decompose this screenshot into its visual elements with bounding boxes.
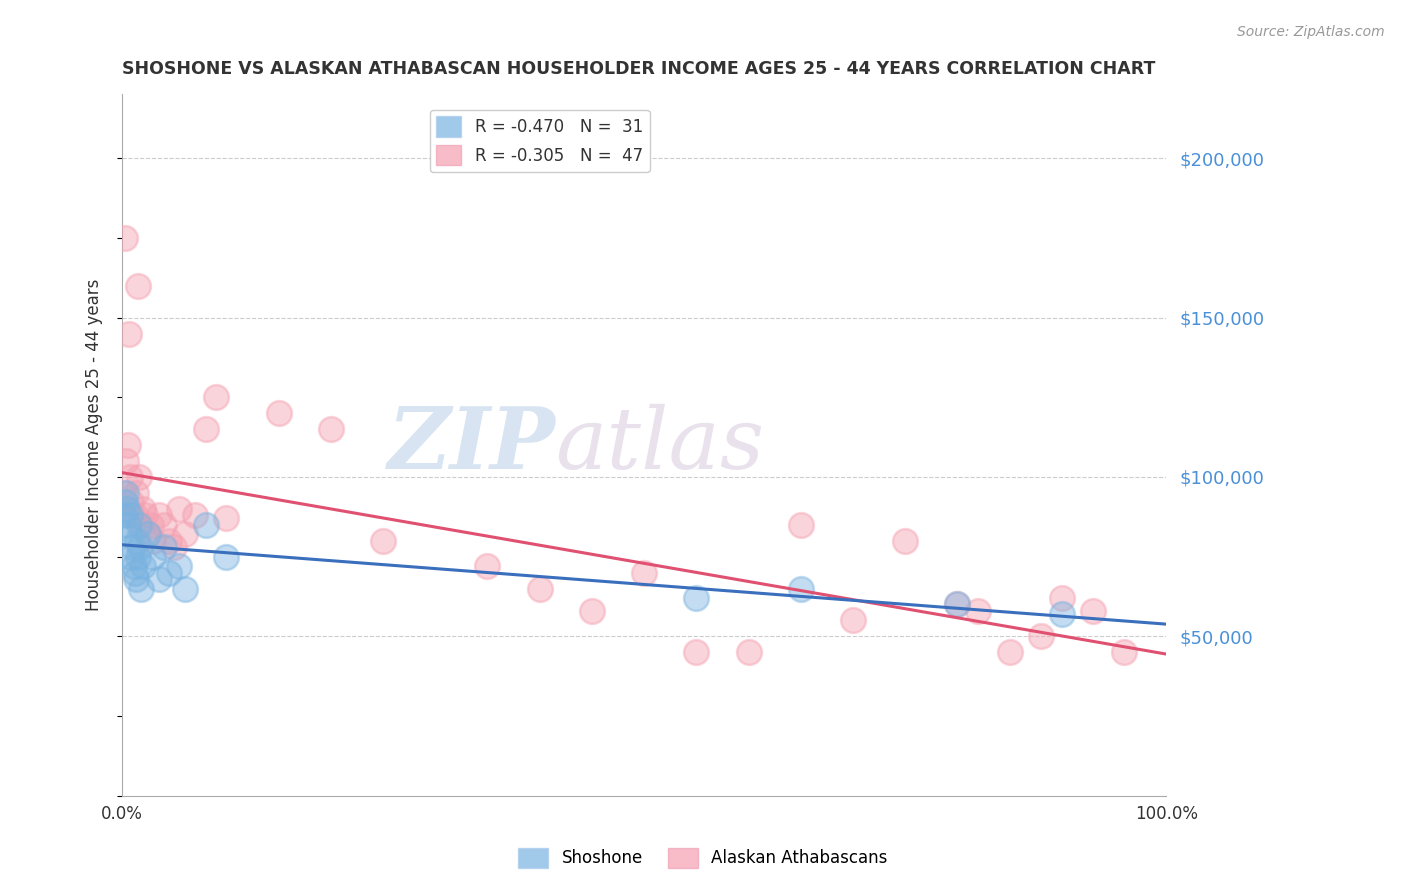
Point bbox=[1029, 629, 1052, 643]
Point bbox=[118, 326, 141, 341]
Point bbox=[136, 527, 159, 541]
Point bbox=[132, 559, 155, 574]
Point bbox=[946, 598, 969, 612]
Point bbox=[129, 582, 152, 596]
Point bbox=[112, 486, 135, 500]
Point bbox=[132, 501, 155, 516]
Point bbox=[128, 470, 150, 484]
Point bbox=[142, 549, 165, 564]
Point bbox=[125, 533, 148, 548]
Point bbox=[205, 390, 228, 404]
Point bbox=[122, 559, 145, 574]
Point bbox=[194, 422, 217, 436]
Point bbox=[117, 438, 139, 452]
Point bbox=[121, 508, 143, 523]
Point bbox=[163, 540, 186, 554]
Point bbox=[319, 422, 342, 436]
Point bbox=[129, 517, 152, 532]
Point bbox=[173, 527, 195, 541]
Legend: Shoshone, Alaskan Athabascans: Shoshone, Alaskan Athabascans bbox=[512, 841, 894, 875]
Text: Source: ZipAtlas.com: Source: ZipAtlas.com bbox=[1237, 25, 1385, 39]
Y-axis label: Householder Income Ages 25 - 44 years: Householder Income Ages 25 - 44 years bbox=[86, 279, 103, 611]
Point bbox=[118, 527, 141, 541]
Point bbox=[153, 517, 176, 532]
Text: SHOSHONE VS ALASKAN ATHABASCAN HOUSEHOLDER INCOME AGES 25 - 44 YEARS CORRELATION: SHOSHONE VS ALASKAN ATHABASCAN HOUSEHOLD… bbox=[122, 60, 1156, 78]
Point bbox=[153, 540, 176, 554]
Point bbox=[115, 486, 138, 500]
Point bbox=[737, 645, 759, 659]
Point bbox=[124, 572, 146, 586]
Point bbox=[169, 559, 191, 574]
Point bbox=[477, 559, 499, 574]
Point bbox=[114, 495, 136, 509]
Point bbox=[120, 508, 142, 523]
Point bbox=[215, 511, 238, 525]
Point bbox=[685, 591, 707, 606]
Point bbox=[148, 572, 170, 586]
Point bbox=[128, 540, 150, 554]
Point bbox=[371, 533, 394, 548]
Point bbox=[1050, 607, 1073, 621]
Point bbox=[685, 645, 707, 659]
Point bbox=[121, 540, 143, 554]
Point bbox=[128, 517, 150, 532]
Point bbox=[115, 454, 138, 468]
Point bbox=[789, 517, 811, 532]
Point bbox=[157, 533, 180, 548]
Point bbox=[998, 645, 1021, 659]
Point bbox=[169, 501, 191, 516]
Point bbox=[173, 582, 195, 596]
Point bbox=[127, 549, 149, 564]
Point bbox=[134, 508, 156, 523]
Point bbox=[894, 533, 917, 548]
Legend: R = -0.470   N =  31, R = -0.305   N =  47: R = -0.470 N = 31, R = -0.305 N = 47 bbox=[430, 110, 650, 172]
Point bbox=[120, 495, 142, 509]
Point bbox=[124, 508, 146, 523]
Point bbox=[581, 604, 603, 618]
Point bbox=[194, 517, 217, 532]
Point bbox=[127, 278, 149, 293]
Point bbox=[633, 566, 655, 580]
Point bbox=[967, 604, 990, 618]
Point bbox=[267, 406, 290, 420]
Point bbox=[142, 533, 165, 548]
Point bbox=[124, 486, 146, 500]
Point bbox=[184, 508, 207, 523]
Point bbox=[157, 566, 180, 580]
Point bbox=[529, 582, 551, 596]
Point bbox=[842, 614, 865, 628]
Point bbox=[1050, 591, 1073, 606]
Point bbox=[124, 566, 146, 580]
Point bbox=[148, 508, 170, 523]
Point bbox=[120, 549, 142, 564]
Point bbox=[1114, 645, 1136, 659]
Point bbox=[114, 231, 136, 245]
Point bbox=[120, 470, 142, 484]
Text: ZIP: ZIP bbox=[388, 403, 555, 487]
Text: atlas: atlas bbox=[555, 404, 765, 486]
Point bbox=[117, 501, 139, 516]
Point bbox=[136, 527, 159, 541]
Point bbox=[141, 517, 163, 532]
Point bbox=[1081, 604, 1104, 618]
Point bbox=[215, 549, 238, 564]
Point bbox=[946, 598, 969, 612]
Point bbox=[112, 508, 135, 523]
Point bbox=[117, 517, 139, 532]
Point bbox=[789, 582, 811, 596]
